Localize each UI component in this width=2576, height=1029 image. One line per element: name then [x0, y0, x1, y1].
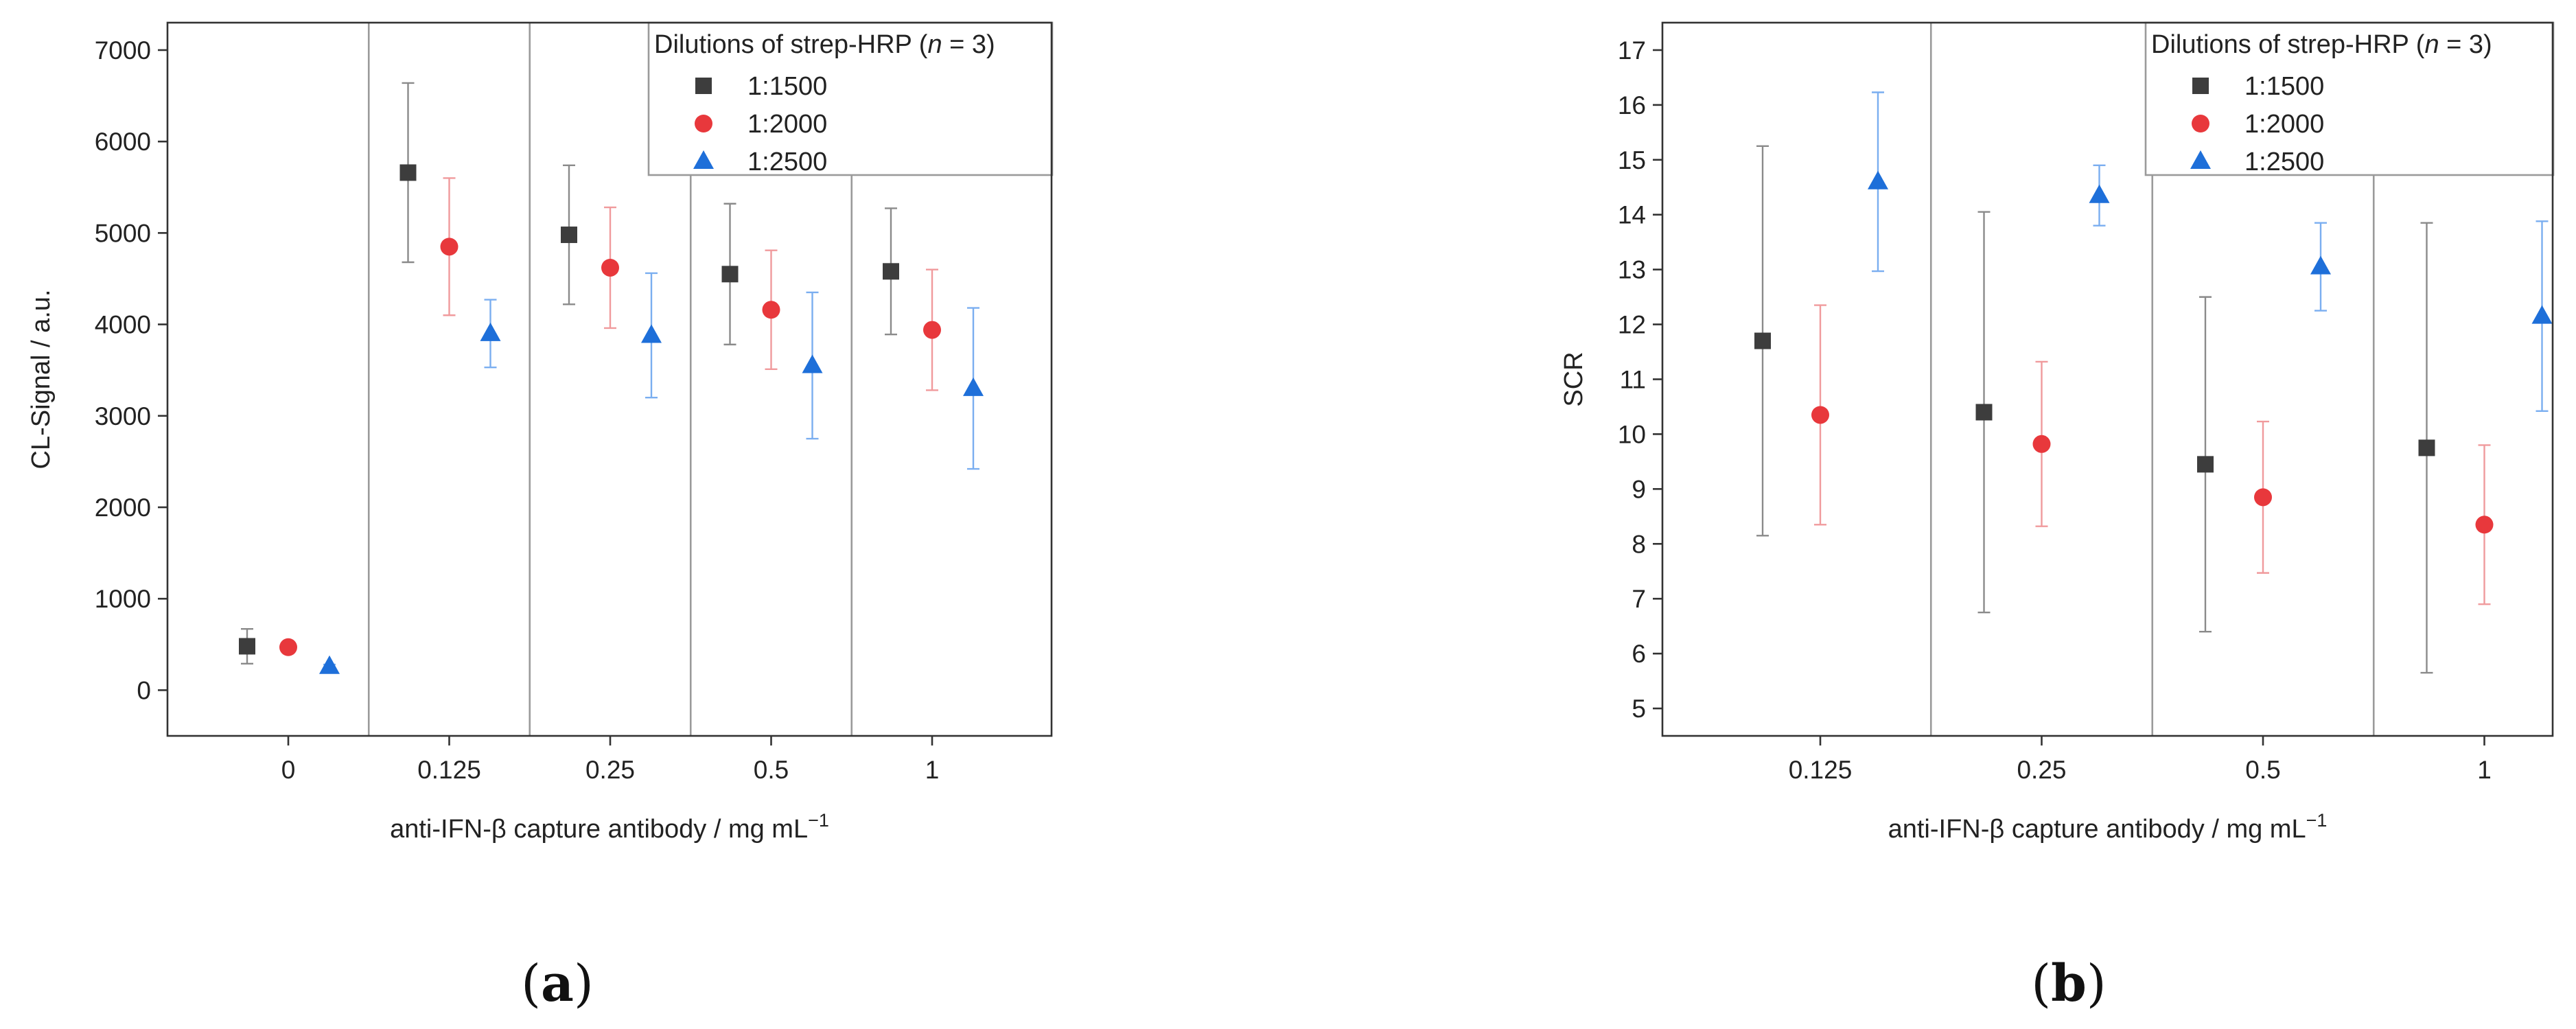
y-axis-label: SCR: [1559, 351, 1588, 406]
chart-panel-b: Dilutions of strep-HRP (n = 3) 1:1500 1:20…: [1559, 21, 2555, 1013]
data-point: [2531, 305, 2553, 324]
y-tick-label: 17: [1618, 36, 1646, 65]
data-point: [1868, 170, 1888, 189]
legend-title: Dilutions of strep-HRP (n = 3): [654, 30, 995, 59]
legend-label-1:2500: 1:2500: [2244, 148, 2324, 176]
legend-label-1:2000: 1:2000: [2244, 110, 2324, 139]
legend-box: [647, 21, 1054, 176]
legend-marker-1:2000: [2192, 115, 2209, 132]
y-tick-label: 7000: [95, 36, 151, 65]
data-point: [2032, 435, 2051, 453]
x-tick-label: 0.125: [1789, 756, 1853, 784]
y-tick-label: 6: [1632, 640, 1646, 668]
y-tick-label: 2000: [95, 494, 151, 522]
y-axis-label: CL-Signal / a.u.: [27, 290, 56, 470]
y-tick-label: 9: [1632, 475, 1646, 503]
data-point: [1754, 332, 1771, 349]
series-1:1500: [1754, 145, 2435, 674]
data-point: [319, 655, 340, 674]
data-point: [601, 258, 619, 277]
legend: Dilutions of strep-HRP (n = 3) 1:1500 1:20…: [2144, 21, 2555, 176]
data-point: [279, 638, 297, 656]
x-tick-label: 0.5: [2245, 756, 2280, 784]
data-point: [480, 322, 501, 341]
legend-title: Dilutions of strep-HRP (n = 3): [2151, 30, 2492, 59]
y-tick-label: 7: [1632, 585, 1646, 613]
y-tick-label: 14: [1618, 201, 1646, 229]
y-tick-label: 5000: [95, 219, 151, 247]
y-tick-label: 5: [1632, 695, 1646, 723]
legend-marker-1:2000: [695, 115, 712, 132]
legend-marker-1:1500: [695, 78, 712, 94]
data-point: [1811, 406, 1829, 424]
y-tick-label: 8: [1632, 530, 1646, 558]
y-tick-label: 11: [1620, 366, 1646, 394]
y-tick-label: 3000: [95, 402, 151, 430]
y-tick-label: 10: [1618, 420, 1646, 448]
x-axis-label: anti-IFN-β capture antibody / mg mL−1: [1888, 810, 2328, 844]
legend-label-1:2500: 1:2500: [747, 148, 827, 176]
data-point: [641, 324, 662, 343]
series-1:2500: [1868, 91, 2553, 413]
y-tick-label: 16: [1618, 91, 1646, 119]
series-1:2500: [319, 272, 984, 674]
x-tick-label: 1: [2477, 756, 2492, 784]
data-point: [239, 638, 255, 655]
x-tick-label: 0.125: [417, 756, 481, 784]
y-tick-label: 4000: [95, 311, 151, 339]
data-point: [1975, 404, 1993, 421]
panel-label: (b): [2031, 954, 2107, 1013]
x-tick-label: 0.25: [585, 756, 635, 784]
data-point: [963, 377, 984, 396]
data-point: [2254, 488, 2272, 507]
legend-label-1:2000: 1:2000: [747, 110, 827, 139]
data-point: [721, 266, 739, 283]
data-point: [2475, 516, 2494, 534]
legend-box: [2144, 21, 2555, 176]
y-tick-label: 1000: [95, 585, 151, 613]
legend: Dilutions of strep-HRP (n = 3) 1:1500 1:20…: [647, 21, 1054, 176]
panel-label: (a): [521, 954, 594, 1013]
data-point: [440, 238, 459, 256]
x-tick-label: 0: [281, 756, 296, 784]
y-tick-label: 13: [1618, 256, 1646, 284]
data-point: [2310, 255, 2331, 275]
data-point: [802, 354, 823, 373]
series-1:2000: [279, 177, 941, 656]
legend-label-1:1500: 1:1500: [2244, 72, 2324, 101]
x-tick-label: 0.25: [2017, 756, 2066, 784]
legend-label-1:1500: 1:1500: [747, 72, 827, 101]
data-point: [561, 227, 577, 244]
y-tick-label: 6000: [95, 128, 151, 156]
legend-marker-1:2500: [2190, 150, 2211, 169]
data-point: [2197, 456, 2214, 473]
series-1:1500: [239, 82, 899, 664]
data-point: [883, 263, 899, 280]
legend-marker-1:2500: [693, 150, 714, 169]
data-point: [399, 164, 417, 181]
data-point: [923, 321, 941, 339]
chart-panel-a: Dilutions of strep-HRP (n = 3) 1:1500 1:20…: [27, 21, 1054, 1013]
y-tick-label: 0: [137, 676, 151, 704]
y-tick-label: 12: [1618, 311, 1646, 339]
data-point: [2418, 439, 2435, 456]
x-tick-label: 1: [925, 756, 940, 784]
data-point: [2089, 184, 2110, 203]
series-1:2000: [1811, 304, 2494, 605]
y-tick-label: 15: [1618, 146, 1646, 174]
data-point: [762, 301, 780, 319]
x-tick-label: 0.5: [754, 756, 789, 784]
x-axis-label: anti-IFN-β capture antibody / mg mL−1: [390, 810, 829, 844]
legend-marker-1:1500: [2192, 78, 2209, 94]
